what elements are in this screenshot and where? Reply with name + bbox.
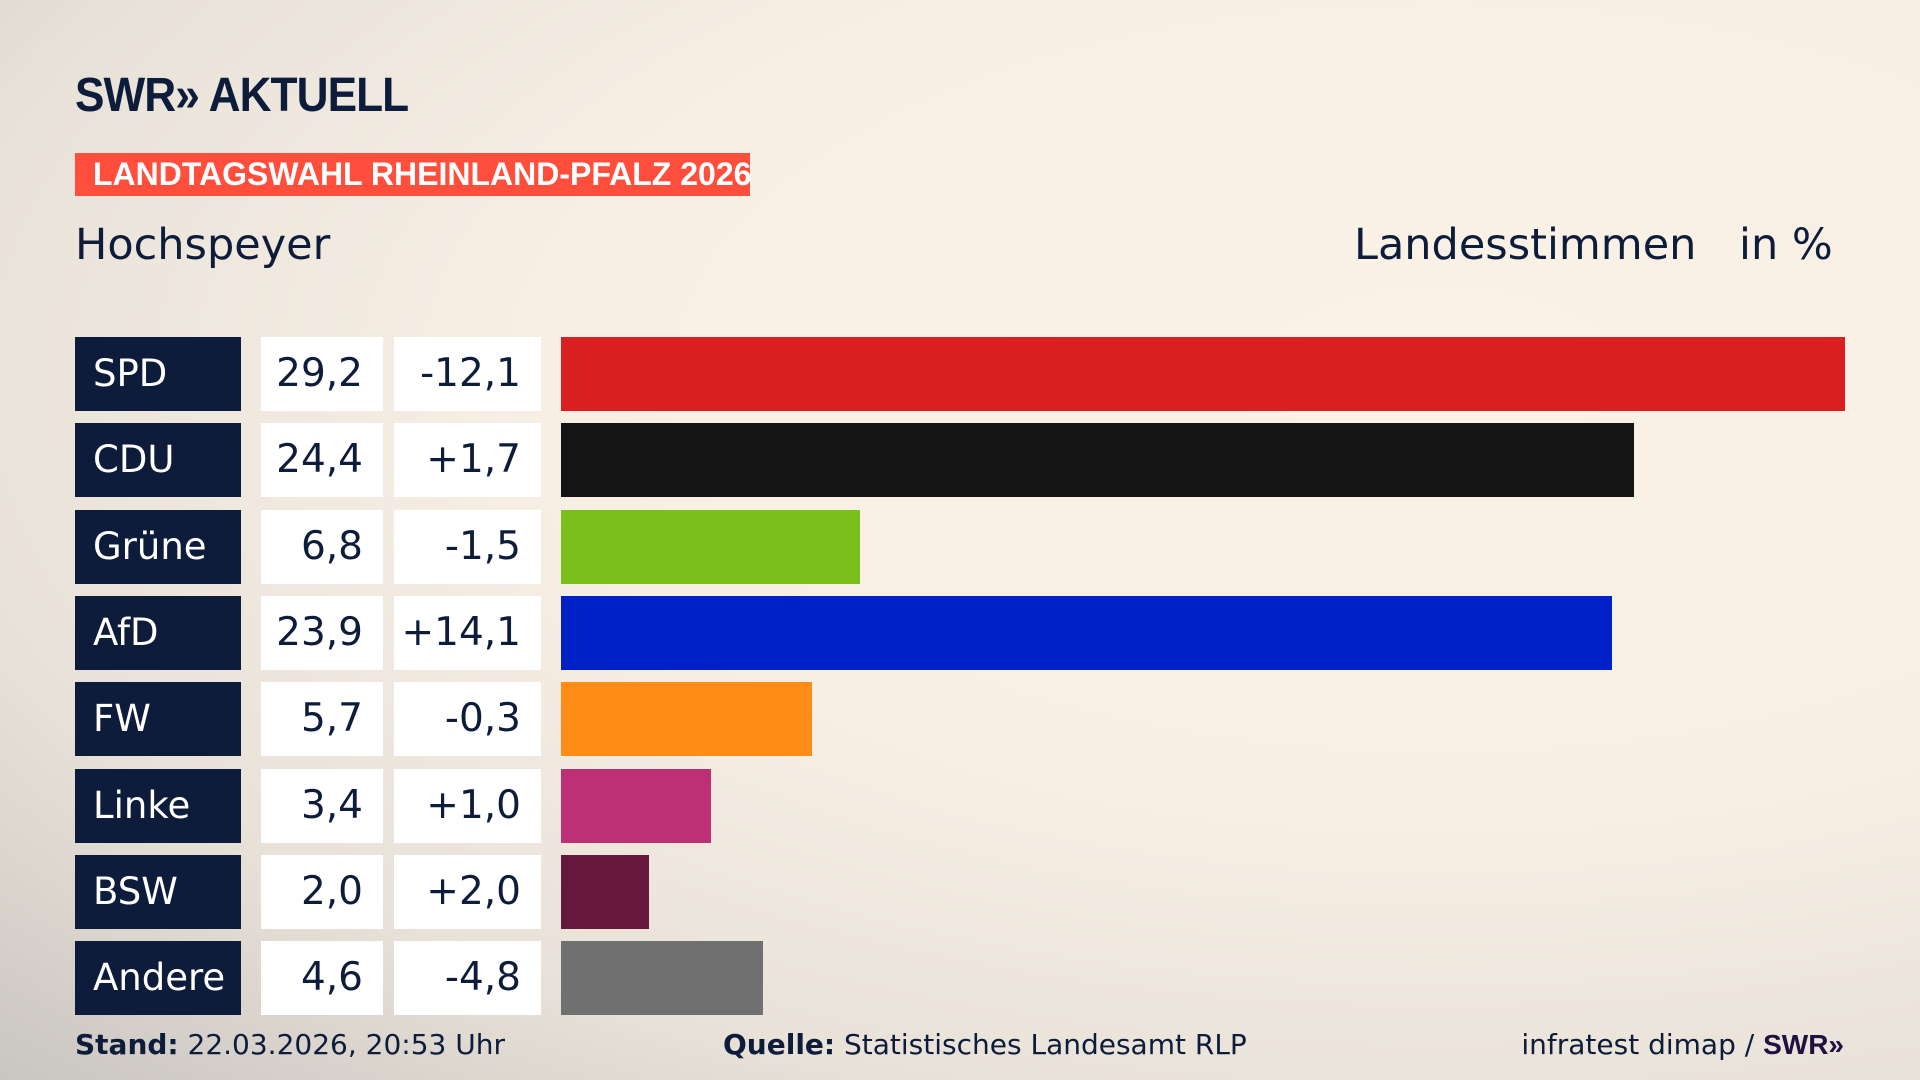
diff-label: -0,3 bbox=[394, 682, 541, 757]
source-label: Quelle: bbox=[723, 1028, 836, 1061]
party-label: FW bbox=[75, 682, 241, 757]
party-row: CDU 24,4 +1,7 bbox=[75, 423, 1855, 498]
source-value: Statistisches Landesamt RLP bbox=[835, 1028, 1247, 1061]
value-label: 2,0 bbox=[261, 854, 383, 929]
bar-linke bbox=[561, 768, 711, 843]
value-label: 5,7 bbox=[261, 682, 383, 757]
bar-fw bbox=[561, 682, 812, 757]
swr-logo-small: SWR» bbox=[1763, 1029, 1844, 1060]
value-label: 29,2 bbox=[261, 337, 383, 411]
party-row: Linke 3,4 +1,0 bbox=[75, 768, 1855, 843]
stand-label: Stand: bbox=[75, 1028, 179, 1061]
measure-label: Landesstimmen bbox=[1354, 220, 1697, 270]
bar-andere bbox=[561, 941, 764, 1016]
unit-label: in % bbox=[1739, 220, 1833, 270]
swr-aktuell-logo: SWR» AKTUELL bbox=[75, 69, 409, 122]
diff-label: +1,0 bbox=[394, 768, 541, 843]
diff-label: +14,1 bbox=[394, 595, 541, 670]
credit: infratest dimap / SWR» bbox=[1521, 1028, 1844, 1061]
party-label: Andere bbox=[75, 941, 241, 1016]
stand-value: 22.03.2026, 20:53 Uhr bbox=[178, 1028, 505, 1061]
party-label: CDU bbox=[75, 423, 241, 498]
value-label: 3,4 bbox=[261, 768, 383, 843]
value-label: 6,8 bbox=[261, 509, 383, 584]
party-row: AfD 23,9 +14,1 bbox=[75, 595, 1855, 670]
party-label: SPD bbox=[75, 337, 241, 411]
bar-bsw bbox=[561, 854, 649, 929]
bar-grüne bbox=[561, 509, 860, 584]
election-banner: LANDTAGSWAHL RHEINLAND-PFALZ 2026 bbox=[75, 153, 751, 196]
party-row: Grüne 6,8 -1,5 bbox=[75, 509, 1855, 584]
diff-label: -4,8 bbox=[394, 941, 541, 1016]
source-info: Quelle: Statistisches Landesamt RLP bbox=[723, 1028, 1247, 1061]
party-label: AfD bbox=[75, 595, 241, 670]
diff-label: +2,0 bbox=[394, 854, 541, 929]
value-label: 4,6 bbox=[261, 941, 383, 1016]
value-label: 24,4 bbox=[261, 423, 383, 498]
bar-afd bbox=[561, 595, 1612, 670]
party-row: SPD 29,2 -12,1 bbox=[75, 337, 1855, 411]
party-label: BSW bbox=[75, 854, 241, 929]
bar-cdu bbox=[561, 423, 1634, 498]
bar-spd bbox=[561, 337, 1845, 411]
party-row: FW 5,7 -0,3 bbox=[75, 682, 1855, 757]
credit-text: infratest dimap / bbox=[1521, 1028, 1764, 1061]
party-row: Andere 4,6 -4,8 bbox=[75, 941, 1855, 1016]
diff-label: -12,1 bbox=[394, 337, 541, 411]
stand-info: Stand: 22.03.2026, 20:53 Uhr bbox=[75, 1028, 505, 1061]
diff-label: +1,7 bbox=[394, 423, 541, 498]
diff-label: -1,5 bbox=[394, 509, 541, 584]
place-title: Hochspeyer bbox=[75, 220, 331, 270]
party-label: Linke bbox=[75, 768, 241, 843]
value-label: 23,9 bbox=[261, 595, 383, 670]
party-row: BSW 2,0 +2,0 bbox=[75, 854, 1855, 929]
party-label: Grüne bbox=[75, 509, 241, 584]
